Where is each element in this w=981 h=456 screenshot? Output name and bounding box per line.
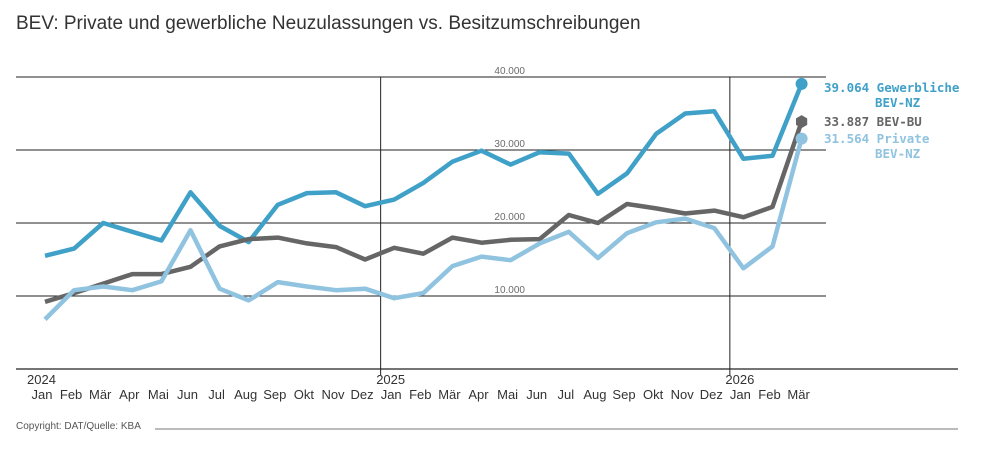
x-tick-label: Feb [758, 387, 780, 402]
line-chart: 10.000 20.000 30.000 40.000 Jan Feb Mär Apr Mai… [16, 66, 960, 402]
x-axis: Jan Feb Mär Apr Mai Jun Jul Aug Sep Okt Nov Dez Jan F… [27, 372, 810, 402]
x-tick-label: Sep [263, 387, 286, 402]
x-tick-label: Sep [612, 387, 635, 402]
end-marker-2 [795, 132, 808, 145]
end-label: 39.064 Gewerbliche [824, 80, 960, 95]
x-tick-label: Nov [321, 387, 345, 402]
y-tick-label: 20.000 [494, 212, 525, 223]
end-label: 33.887 BEV-BU [824, 114, 922, 129]
series-lines [43, 77, 808, 321]
x-tick-label: Feb [60, 387, 82, 402]
end-marker-0 [795, 77, 808, 90]
copyright-footer: Copyright: DAT/Quelle: KBA [16, 421, 141, 432]
end-label: BEV-NZ [875, 95, 921, 110]
x-tick-label: Nov [671, 387, 695, 402]
x-tick-label: Apr [119, 387, 140, 402]
y-tick-labels: 10.000 20.000 30.000 40.000 [494, 66, 525, 296]
y-tick-label: 40.000 [494, 66, 525, 77]
x-tick-label: Jul [557, 387, 574, 402]
series-line-2 [43, 138, 804, 321]
x-tick-label: Aug [234, 387, 257, 402]
x-tick-label: Feb [409, 387, 431, 402]
x-tick-label: Mai [497, 387, 518, 402]
year-label: 2024 [27, 372, 56, 387]
x-tick-label: Dez [351, 387, 374, 402]
x-tick-label: Jan [730, 387, 751, 402]
x-tick-label: Dez [700, 387, 723, 402]
x-tick-label: Okt [643, 387, 664, 402]
series-line-1 [44, 120, 804, 304]
chart-title: BEV: Private und gewerbliche Neuzulassun… [16, 13, 641, 34]
x-tick-label: Mai [148, 387, 169, 402]
grid-lines [16, 76, 958, 375]
series-line-0 [44, 82, 804, 258]
x-tick-label: Jun [526, 387, 547, 402]
y-tick-label: 30.000 [494, 139, 525, 150]
year-label: 2026 [725, 372, 754, 387]
end-marker-1 [796, 115, 808, 129]
x-tick-label: Jun [177, 387, 198, 402]
x-tick-label: Jul [208, 387, 225, 402]
x-tick-label: Aug [583, 387, 606, 402]
end-label: BEV-NZ [875, 146, 921, 161]
end-label: 31.564 Private [824, 131, 930, 146]
x-tick-label: Apr [468, 387, 489, 402]
x-tick-label: Jan [381, 387, 402, 402]
year-label: 2025 [376, 372, 405, 387]
x-tick-label: Okt [294, 387, 315, 402]
y-tick-label: 10.000 [494, 285, 525, 296]
x-tick-label: Jan [32, 387, 53, 402]
x-tick-label: Mär [89, 387, 112, 402]
x-tick-label: Mär [438, 387, 461, 402]
x-tick-label: Mär [787, 387, 810, 402]
footer-divider [155, 428, 958, 430]
